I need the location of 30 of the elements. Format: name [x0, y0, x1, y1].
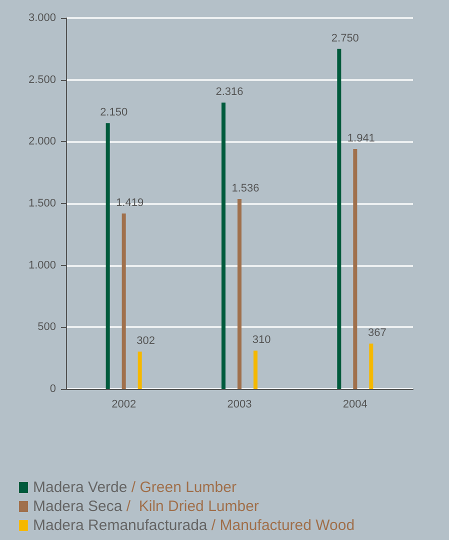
x-tick-label: 2003	[227, 398, 252, 410]
x-tick-label: 2002	[112, 398, 136, 410]
bar	[337, 48, 342, 389]
legend-label: Madera Remanufacturada / Manufactured Wood	[33, 517, 355, 534]
y-tick-label: 500	[38, 321, 56, 334]
bar	[222, 102, 226, 389]
y-tick-label: 0	[50, 383, 56, 395]
data-label: 302	[136, 335, 156, 348]
legend-label: Madera Seca / Kiln Dried Lumber	[33, 498, 259, 515]
legend-label: Madera Verde / Green Lumber	[33, 479, 236, 496]
data-label: 2.150	[100, 106, 128, 119]
x-tick-label: 2004	[342, 398, 368, 410]
data-label: 2.750	[331, 32, 359, 44]
bar	[138, 352, 142, 389]
bar	[254, 350, 258, 389]
data-label: 367	[368, 327, 386, 340]
y-tick-label: 2.500	[28, 74, 56, 86]
data-label: 310	[252, 334, 271, 346]
y-tick-label: 1.000	[28, 259, 56, 272]
y-tick-label: 3.000	[28, 12, 56, 24]
bar	[369, 344, 374, 389]
data-label: 1.941	[347, 132, 375, 144]
bar	[106, 123, 110, 389]
data-label: 1.536	[232, 182, 260, 195]
y-tick-label: 2.000	[28, 136, 56, 148]
data-label: 2.316	[216, 86, 244, 98]
bar	[238, 199, 242, 389]
y-tick-label: 1.500	[28, 198, 56, 210]
bar	[353, 148, 358, 389]
bar	[122, 214, 126, 389]
